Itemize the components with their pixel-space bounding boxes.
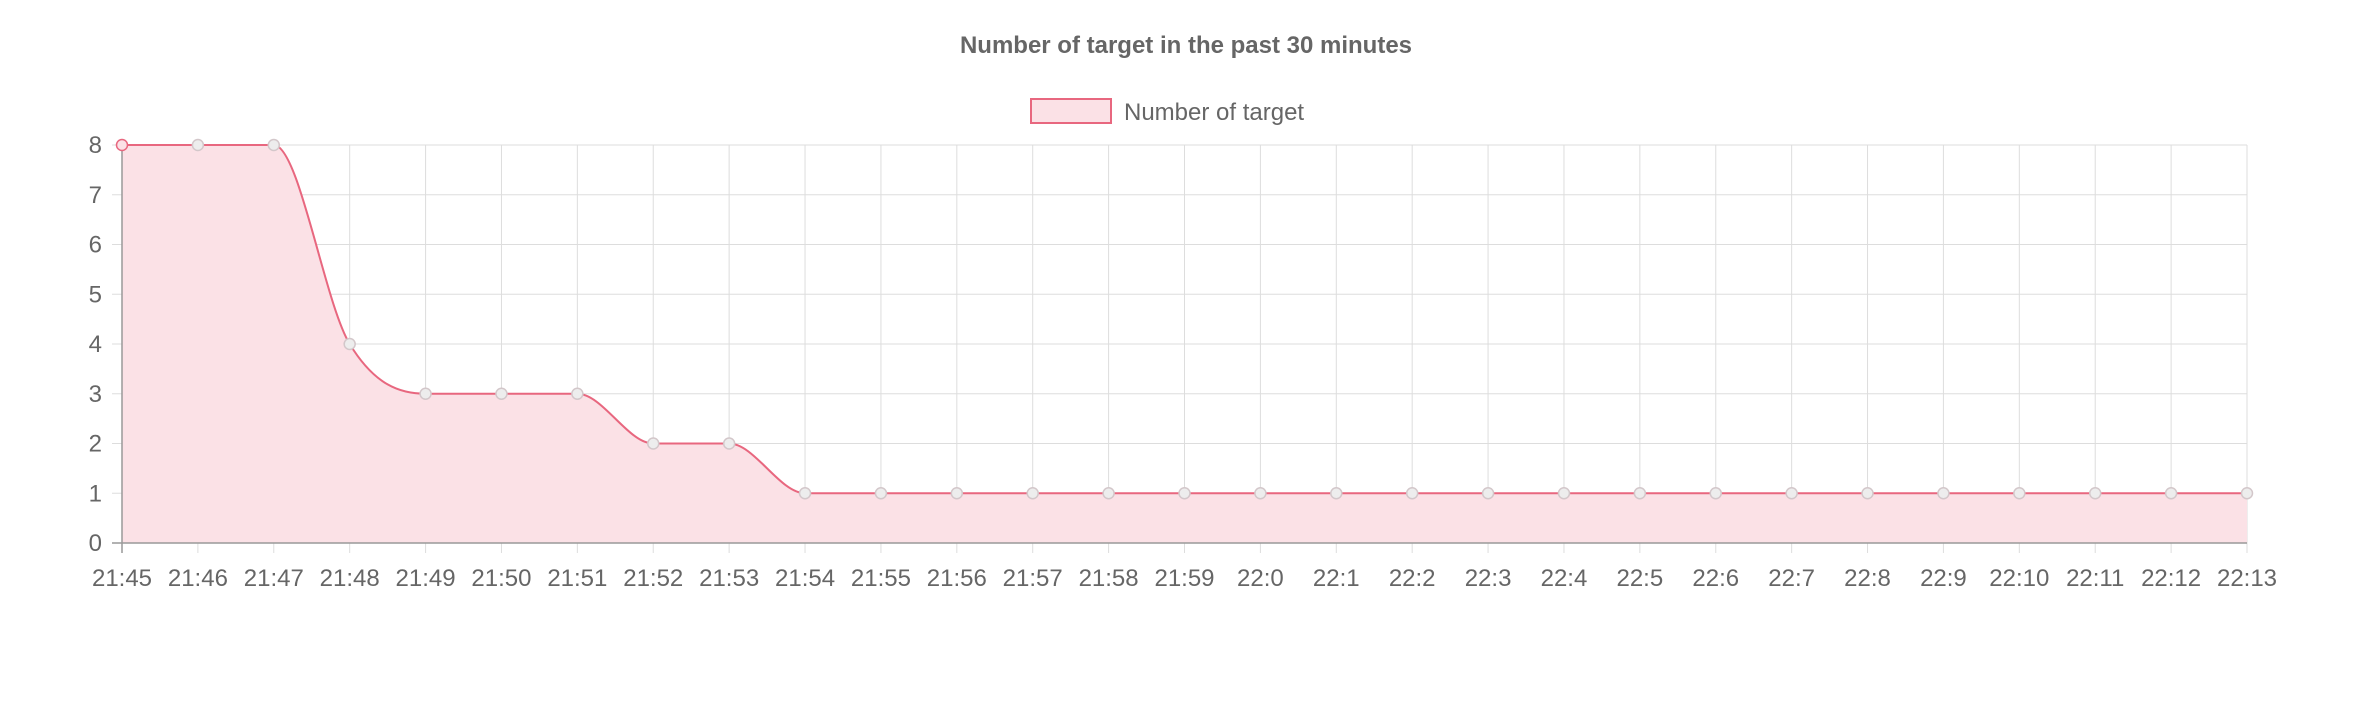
y-tick-label: 8 [89,132,102,159]
x-tick-label: 21:56 [927,565,987,592]
data-point[interactable] [267,138,281,152]
data-point[interactable] [1026,487,1039,500]
data-point[interactable] [1937,487,1950,500]
x-tick-label: 21:55 [851,565,911,592]
data-point[interactable] [950,487,964,500]
data-point[interactable] [115,138,129,152]
data-point[interactable] [1785,487,1798,500]
x-tick-label: 21:54 [775,565,835,592]
x-tick-label: 21:59 [1154,565,1214,592]
data-point[interactable] [722,437,736,450]
x-tick-label: 22:5 [1616,565,1663,592]
data-point[interactable] [2088,487,2102,500]
x-tick-label: 22:13 [2217,565,2277,592]
axes [112,145,2247,553]
x-tick-label: 22:4 [1541,565,1588,592]
legend-swatch[interactable] [1030,98,1112,124]
x-tick-label: 22:12 [2141,565,2201,592]
data-point[interactable] [2013,487,2026,500]
x-tick-label: 21:45 [92,565,152,592]
data-point[interactable] [419,387,432,400]
data-point[interactable] [571,387,584,400]
data-point[interactable] [1178,487,1191,500]
y-tick-label: 0 [89,530,102,557]
data-point[interactable] [1405,487,1419,500]
x-tick-label: 22:6 [1692,565,1739,592]
data-point[interactable] [2164,487,2178,500]
x-tick-label: 22:9 [1920,565,1967,592]
data-point[interactable] [1633,487,1647,500]
data-point[interactable] [1330,487,1343,500]
data-point[interactable] [647,437,660,450]
x-tick-label: 21:48 [320,565,380,592]
x-tick-label: 21:47 [244,565,304,592]
data-point[interactable] [798,487,812,500]
x-tick-label: 22:1 [1313,565,1360,592]
y-tick-label: 7 [89,182,102,209]
x-tick-label: 21:53 [699,565,759,592]
x-tick-label: 22:8 [1844,565,1891,592]
y-tick-label: 3 [89,381,102,408]
y-axis-ticks: 0 1 2 3 4 5 6 7 8 [89,132,102,557]
legend-label[interactable]: Number of target [1124,99,1304,126]
x-tick-label: 21:57 [1003,565,1063,592]
data-point[interactable] [1254,487,1267,500]
x-tick-label: 22:10 [1989,565,2049,592]
data-point[interactable] [1481,487,1495,500]
data-point[interactable] [2240,487,2254,500]
x-tick-label: 22:2 [1389,565,1436,592]
data-point[interactable] [1557,487,1571,500]
data-point[interactable] [1861,487,1874,500]
legend[interactable]: Number of target [1030,98,1304,126]
y-tick-label: 5 [89,281,102,308]
x-tick-label: 21:49 [396,565,456,592]
data-point[interactable] [1102,487,1115,500]
x-tick-label: 22:3 [1465,565,1512,592]
data-point[interactable] [874,487,888,500]
data-point[interactable] [1709,487,1722,500]
y-tick-label: 6 [89,232,102,259]
y-tick-label: 2 [89,431,102,458]
x-tick-label: 22:11 [2066,565,2124,592]
y-tick-label: 1 [89,480,102,507]
data-point[interactable] [495,387,508,400]
x-tick-label: 21:52 [623,565,683,592]
x-tick-label: 22:0 [1237,565,1284,592]
y-tick-label: 4 [89,331,102,358]
x-tick-label: 21:58 [1079,565,1139,592]
chart-title: Number of target in the past 30 minutes [960,32,1412,59]
data-point[interactable] [343,337,356,351]
x-tick-label: 21:50 [471,565,531,592]
x-tick-label: 22:7 [1768,565,1815,592]
x-axis-ticks: 21:45 21:46 21:47 21:48 21:49 21:50 21:51 21:52… [92,565,2277,592]
data-points [115,138,2254,500]
data-point[interactable] [191,138,205,152]
x-tick-label: 21:51 [547,565,607,592]
x-tick-label: 21:46 [168,565,228,592]
